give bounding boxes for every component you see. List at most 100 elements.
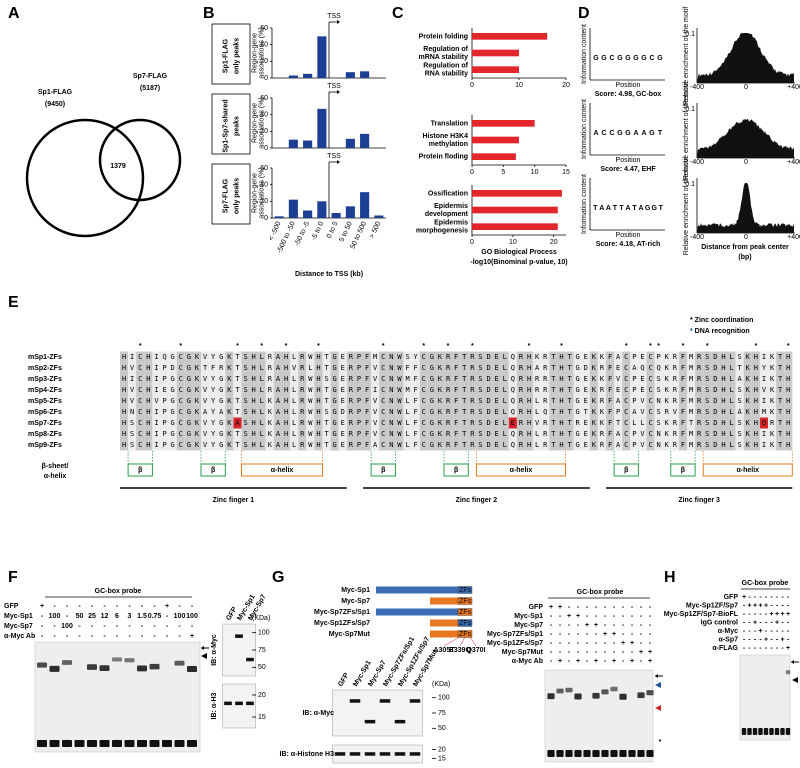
column-shade xyxy=(654,351,663,451)
residue: C xyxy=(648,441,652,449)
lane-row-label: Myc-Sp1ZF/Sp7-BioFL xyxy=(664,611,739,618)
panel-letter: E xyxy=(8,294,19,311)
marker-label: 75 xyxy=(258,647,266,654)
residue: N xyxy=(389,430,393,438)
residue: D xyxy=(486,353,490,361)
lane-cell: - xyxy=(776,602,779,609)
column-shade xyxy=(492,351,501,451)
construct-name: Myc-Sp1 xyxy=(341,587,370,594)
residue: W xyxy=(308,419,313,427)
lane-cell: - xyxy=(759,619,762,626)
star: * xyxy=(471,343,474,350)
residue: N xyxy=(389,353,393,361)
x-tick-label: 5 to 50 xyxy=(338,221,353,243)
residue: L xyxy=(260,441,264,449)
residue: S xyxy=(405,353,409,361)
marker-label: 15 xyxy=(258,714,266,721)
residue: E xyxy=(341,353,345,361)
residue: T xyxy=(324,430,329,438)
residue: T xyxy=(551,419,556,427)
column-shade xyxy=(282,351,291,451)
gel-band xyxy=(646,750,654,757)
logo-y-label: Information content xyxy=(581,24,588,84)
lane-cell: + xyxy=(780,611,784,618)
residue: E xyxy=(495,419,499,427)
residue: R xyxy=(300,441,305,449)
residue: R xyxy=(268,353,273,361)
residue: L xyxy=(292,430,296,438)
residue: D xyxy=(713,375,717,383)
residue: K xyxy=(268,419,273,427)
residue: G xyxy=(333,419,337,427)
lane-row-label: α-Sp7 xyxy=(719,636,739,643)
residue: Q xyxy=(511,397,515,405)
residue: L xyxy=(292,375,296,383)
column-shade xyxy=(427,351,436,451)
residue: R xyxy=(349,353,354,361)
residue: G xyxy=(430,397,434,405)
residue: I xyxy=(154,375,158,383)
column-shade xyxy=(249,351,258,451)
column-shade xyxy=(201,351,210,451)
residue: H xyxy=(122,441,126,449)
structure-box xyxy=(200,463,226,477)
logo-letter: G xyxy=(601,55,607,62)
venn-label: Sp7-FLAG xyxy=(133,73,168,80)
residue: W xyxy=(397,430,402,438)
residue: M xyxy=(689,353,693,361)
residue: T xyxy=(551,386,556,394)
structure-box xyxy=(241,463,323,477)
x-axis-label: GO Biological Process xyxy=(481,249,557,256)
residue: T xyxy=(462,386,467,394)
residue: C xyxy=(138,419,142,427)
zf-label: ZFs xyxy=(459,598,472,605)
lane-cell: + xyxy=(786,645,790,652)
column-shade xyxy=(338,351,347,451)
y-tick-label: 20 xyxy=(260,128,268,135)
column-shade xyxy=(776,351,785,451)
residue: G xyxy=(430,441,434,449)
structure-box xyxy=(613,463,639,477)
residue: F xyxy=(681,386,685,394)
residue: F xyxy=(414,430,418,438)
gel-band xyxy=(574,750,582,757)
structure-element: α-helix xyxy=(510,467,533,474)
column-shade xyxy=(411,351,420,451)
lane-cell: + xyxy=(549,604,553,611)
blot xyxy=(222,623,256,677)
residue: L xyxy=(503,375,507,383)
residue: L xyxy=(503,430,507,438)
residue: R xyxy=(673,364,678,372)
lane-cell: 3 xyxy=(128,613,132,620)
residue: V xyxy=(535,419,540,427)
residue: F xyxy=(608,386,612,394)
residue: L xyxy=(260,386,264,394)
mutation-label: E339Q xyxy=(449,647,471,654)
venn-count: (9450) xyxy=(45,101,65,108)
bar xyxy=(345,206,355,218)
residue: C xyxy=(648,430,652,438)
residue: R xyxy=(446,386,451,394)
residue: F xyxy=(608,364,612,372)
residue: E xyxy=(341,375,345,383)
star: * xyxy=(528,343,531,350)
residue: W xyxy=(308,375,313,383)
residue: E xyxy=(584,430,588,438)
residue: D xyxy=(486,441,490,449)
column-shade xyxy=(727,351,736,451)
lane-cell: - xyxy=(550,613,553,620)
residue: R xyxy=(697,408,702,416)
lane-cell: - xyxy=(91,603,94,610)
residue: L xyxy=(729,408,733,416)
residue: G xyxy=(187,419,191,427)
residue: T xyxy=(462,430,467,438)
lane-cell: - xyxy=(604,604,607,611)
residue: C xyxy=(138,386,142,394)
residue: K xyxy=(770,430,775,438)
residue: H xyxy=(754,353,758,361)
residue: R xyxy=(697,364,702,372)
zf-label: ZFs xyxy=(459,587,472,594)
column-shade xyxy=(703,351,712,451)
column-shade xyxy=(330,351,339,451)
residue: G xyxy=(576,364,580,372)
